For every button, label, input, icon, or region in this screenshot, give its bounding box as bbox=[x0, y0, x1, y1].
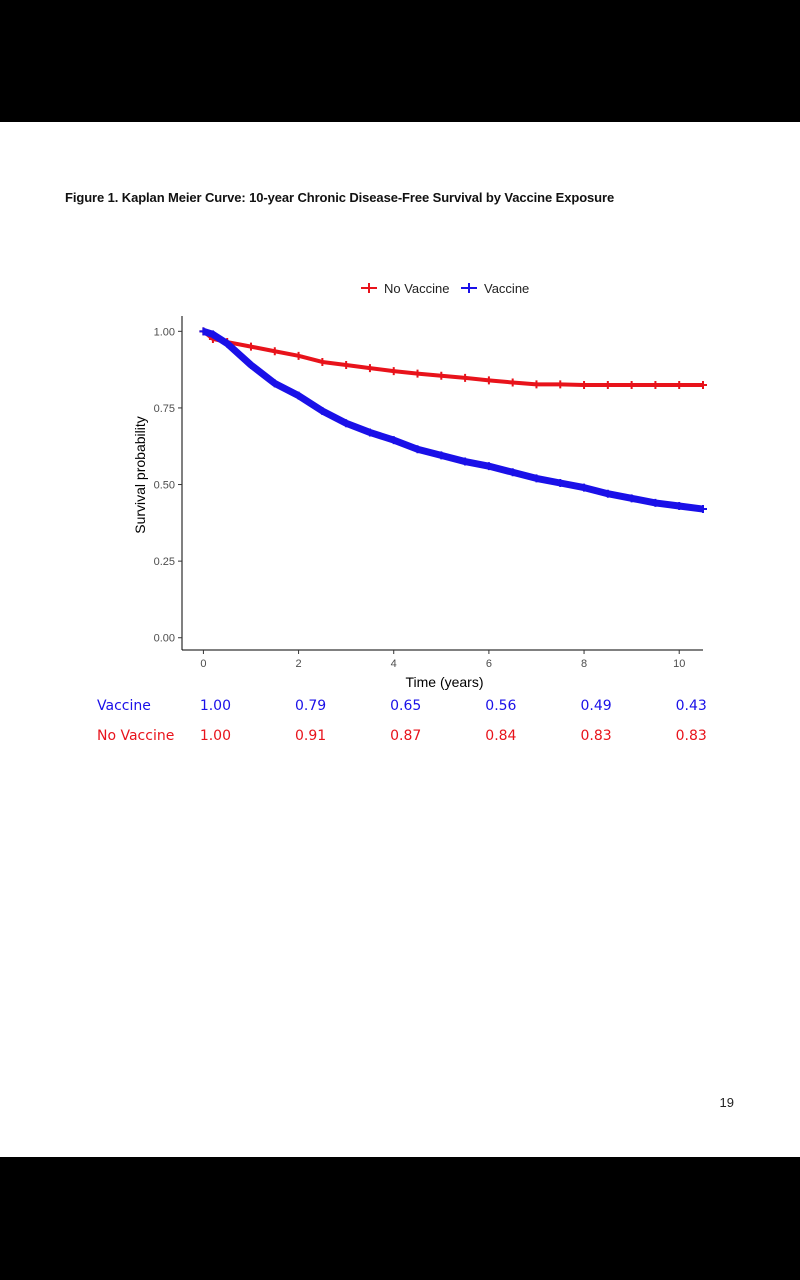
point-vaccine-22 bbox=[699, 505, 707, 514]
point-vaccine-7 bbox=[342, 419, 351, 428]
table-cell-no-vaccine-1: 0.91 bbox=[294, 728, 327, 744]
point-vaccine-21 bbox=[675, 501, 684, 510]
y-tick-label-0: 0.00 bbox=[154, 633, 175, 645]
table-cell-vaccine-3: 0.56 bbox=[485, 698, 517, 714]
point-vaccine-1 bbox=[208, 330, 217, 339]
point-vaccine-18 bbox=[603, 489, 612, 498]
kaplan-meier-chart: 0.00 0.25 0.50 0.75 1.00 0 2 4 6 8 10 Time (years) S… bbox=[132, 281, 707, 690]
point-vaccine-3 bbox=[246, 361, 255, 370]
table-cell-vaccine-2: 0.65 bbox=[390, 698, 422, 714]
table-cell-no-vaccine-4: 0.83 bbox=[580, 728, 612, 744]
x-tick-label-0: 0 bbox=[200, 658, 206, 670]
table-row-label-no-vaccine: No Vaccine bbox=[97, 728, 175, 744]
point-vaccine-13 bbox=[484, 462, 493, 471]
y-tick-label-4: 1.00 bbox=[154, 326, 175, 338]
point-vaccine-0 bbox=[199, 327, 208, 336]
x-tick-label-1: 2 bbox=[296, 658, 302, 670]
point-no-vaccine-9 bbox=[389, 367, 398, 376]
point-vaccine-5 bbox=[294, 391, 303, 400]
y-tick-label-3: 0.75 bbox=[154, 403, 175, 415]
table-row-label-vaccine: Vaccine bbox=[97, 698, 151, 714]
point-vaccine-15 bbox=[532, 474, 541, 483]
point-no-vaccine-22 bbox=[699, 380, 707, 389]
y-axis-label: Survival probability bbox=[132, 416, 148, 534]
table-cell-vaccine-5: 0.43 bbox=[675, 698, 707, 714]
point-no-vaccine-7 bbox=[342, 361, 351, 370]
point-vaccine-19 bbox=[627, 494, 636, 503]
table-cell-vaccine-4: 0.49 bbox=[580, 698, 612, 714]
point-vaccine-17 bbox=[580, 483, 589, 492]
point-no-vaccine-14 bbox=[508, 378, 517, 387]
point-no-vaccine-3 bbox=[246, 342, 255, 351]
point-no-vaccine-15 bbox=[532, 380, 541, 389]
point-no-vaccine-18 bbox=[603, 380, 612, 389]
point-vaccine-20 bbox=[651, 498, 660, 507]
x-tick-label-5: 10 bbox=[673, 658, 685, 670]
point-no-vaccine-6 bbox=[318, 357, 327, 366]
table-cell-no-vaccine-2: 0.87 bbox=[390, 728, 422, 744]
figure-title: Figure 1. Kaplan Meier Curve: 10-year Ch… bbox=[65, 190, 615, 205]
point-vaccine-10 bbox=[413, 445, 422, 454]
point-vaccine-11 bbox=[437, 451, 446, 460]
series-line-no-vaccine bbox=[202, 329, 703, 387]
point-no-vaccine-8 bbox=[365, 364, 374, 373]
y-tick-label-2: 0.50 bbox=[154, 480, 175, 492]
x-axis-label: Time (years) bbox=[405, 674, 483, 690]
point-vaccine-16 bbox=[556, 479, 565, 487]
point-no-vaccine-4 bbox=[270, 347, 279, 356]
table-cell-vaccine-1: 0.79 bbox=[294, 698, 327, 714]
series-line-vaccine bbox=[202, 327, 704, 513]
legend-label-0: No Vaccine bbox=[384, 281, 450, 296]
point-no-vaccine-16 bbox=[556, 380, 565, 389]
point-no-vaccine-13 bbox=[484, 376, 493, 385]
point-no-vaccine-10 bbox=[413, 369, 422, 378]
point-vaccine-2 bbox=[223, 339, 232, 348]
point-vaccine-6 bbox=[318, 406, 327, 415]
table-cell-no-vaccine-5: 0.83 bbox=[675, 728, 707, 744]
point-vaccine-4 bbox=[270, 379, 279, 388]
x-tick-label-2: 4 bbox=[391, 658, 397, 670]
legend-label-1: Vaccine bbox=[484, 281, 529, 296]
point-no-vaccine-20 bbox=[651, 380, 660, 389]
point-vaccine-14 bbox=[508, 468, 517, 477]
table-cell-vaccine-0: 1.00 bbox=[199, 698, 231, 714]
point-vaccine-9 bbox=[389, 436, 398, 445]
point-no-vaccine-19 bbox=[627, 380, 636, 389]
x-tick-label-3: 6 bbox=[486, 658, 492, 670]
point-vaccine-8 bbox=[365, 428, 374, 437]
point-no-vaccine-5 bbox=[294, 351, 303, 360]
y-tick-label-1: 0.25 bbox=[154, 556, 175, 568]
point-no-vaccine-21 bbox=[675, 380, 684, 389]
point-vaccine-12 bbox=[461, 457, 470, 466]
table-cell-no-vaccine-3: 0.84 bbox=[485, 728, 517, 744]
point-no-vaccine-17 bbox=[580, 380, 589, 389]
table-cell-no-vaccine-0: 1.00 bbox=[199, 728, 231, 744]
x-tick-label-4: 8 bbox=[581, 658, 587, 670]
point-no-vaccine-11 bbox=[437, 371, 446, 380]
document-page: Figure 1. Kaplan Meier Curve: 10-year Ch… bbox=[0, 122, 800, 1157]
page-number: 19 bbox=[719, 1095, 734, 1110]
point-no-vaccine-12 bbox=[461, 373, 470, 382]
